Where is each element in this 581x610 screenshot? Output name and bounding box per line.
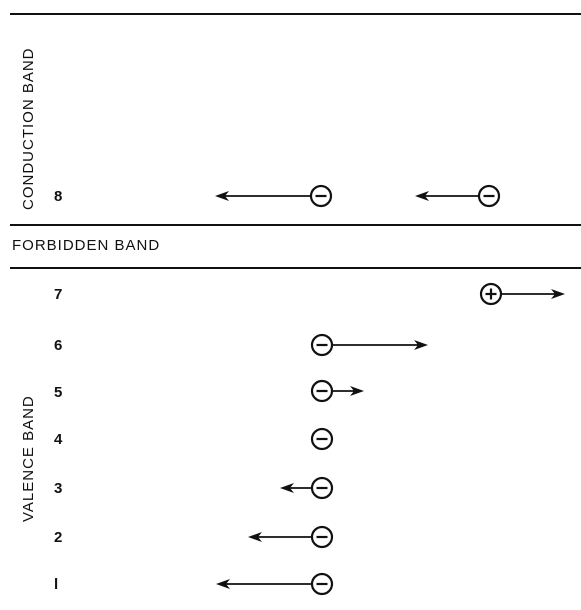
conduction-forbidden-boundary — [10, 224, 581, 226]
forbidden-valence-boundary — [10, 267, 581, 269]
level-number-6: 6 — [54, 337, 63, 354]
level-number-1: l — [54, 576, 59, 593]
electron-8-2-arrow-head — [415, 191, 429, 201]
electron-2-1-arrow-head — [248, 532, 262, 542]
level-number-3: 3 — [54, 480, 63, 497]
electron-5-1-arrow-head — [350, 386, 364, 396]
electron-l-1-arrow-head — [216, 579, 230, 589]
electron-6-1-arrow-head — [414, 340, 428, 350]
electron-3-1-arrow-head — [280, 483, 294, 493]
level-number-5: 5 — [54, 384, 63, 401]
level-number-2: 2 — [54, 529, 63, 546]
top-boundary-line — [10, 13, 581, 15]
level-number-4: 4 — [54, 431, 63, 448]
forbidden-band-label: FORBIDDEN BAND — [12, 237, 161, 254]
electron-8-1-arrow-head — [215, 191, 229, 201]
hole-7-1-arrow-head — [551, 289, 565, 299]
level-number-7: 7 — [54, 286, 63, 303]
level-number-8: 8 — [54, 188, 63, 205]
